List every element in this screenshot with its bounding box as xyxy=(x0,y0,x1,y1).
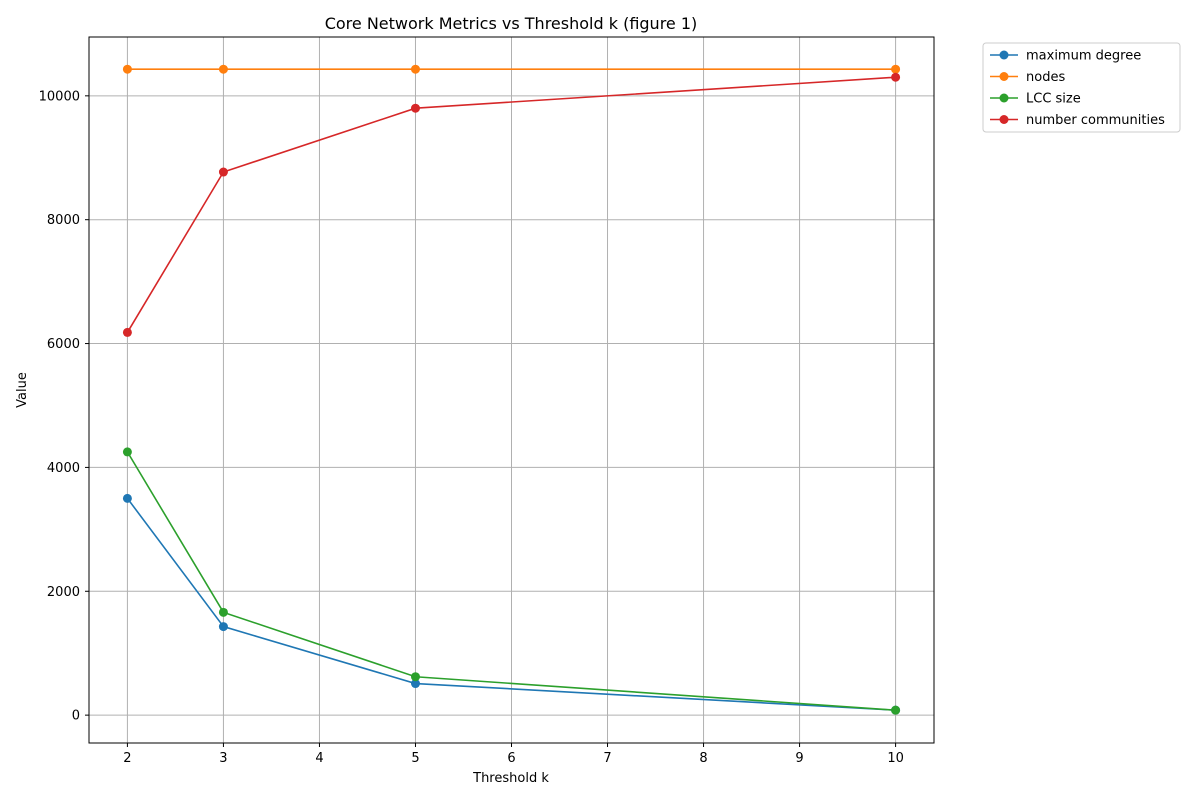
x-tick-label: 10 xyxy=(887,751,904,766)
data-point xyxy=(122,64,132,74)
data-point xyxy=(122,493,132,503)
data-point xyxy=(218,167,228,177)
y-tick-label: 6000 xyxy=(47,337,80,352)
series-line xyxy=(126,451,896,711)
series-line xyxy=(126,497,896,711)
x-axis: 2 3 4 5 6 7 8 9 10 xyxy=(123,743,904,766)
data-point xyxy=(891,72,901,82)
x-tick-label: 8 xyxy=(699,751,707,766)
y-axis-label: Value xyxy=(15,372,30,408)
data-point xyxy=(410,679,420,689)
data-point xyxy=(410,103,420,113)
x-tick-label: 2 xyxy=(123,751,131,766)
legend-marker xyxy=(999,93,1009,103)
x-tick-label: 5 xyxy=(411,751,419,766)
x-tick-label: 4 xyxy=(315,751,323,766)
x-tick-label: 3 xyxy=(219,751,227,766)
legend-label: nodes xyxy=(1026,70,1065,85)
series-layer xyxy=(122,64,901,715)
series-lcc-size xyxy=(122,447,901,715)
data-point xyxy=(218,607,228,617)
y-tick-label: 10000 xyxy=(39,89,80,104)
grid xyxy=(89,37,934,743)
data-point xyxy=(218,622,228,632)
x-tick-label: 9 xyxy=(795,751,803,766)
legend-marker xyxy=(999,50,1009,60)
legend-label: maximum degree xyxy=(1026,49,1141,64)
data-point xyxy=(410,64,420,74)
x-tick-label: 6 xyxy=(507,751,515,766)
legend-marker xyxy=(999,72,1009,81)
legend-marker xyxy=(999,115,1009,124)
legend-box xyxy=(982,42,1181,133)
data-point xyxy=(122,327,132,337)
data-point xyxy=(218,64,228,74)
y-tick-label: 0 xyxy=(72,709,80,724)
series-number-communities xyxy=(122,72,901,337)
chart-title: Core Network Metrics vs Threshold k (fig… xyxy=(325,14,698,33)
data-point xyxy=(891,64,901,74)
data-point xyxy=(410,672,420,682)
legend-label: LCC size xyxy=(1026,92,1081,107)
data-point xyxy=(122,447,132,457)
data-point xyxy=(891,705,901,715)
y-tick-label: 8000 xyxy=(47,213,80,228)
x-axis-label: Threshold k xyxy=(472,771,549,786)
legend-label: number communities xyxy=(1026,113,1165,128)
y-axis: 0 2000 4000 6000 8000 10000 xyxy=(39,89,89,724)
legend: maximum degree nodes LCC size number commun… xyxy=(982,42,1181,133)
y-tick-label: 2000 xyxy=(47,585,80,600)
y-tick-label: 4000 xyxy=(47,461,80,476)
series-nodes xyxy=(122,64,901,74)
x-tick-label: 7 xyxy=(603,751,611,766)
series-line xyxy=(126,76,896,333)
